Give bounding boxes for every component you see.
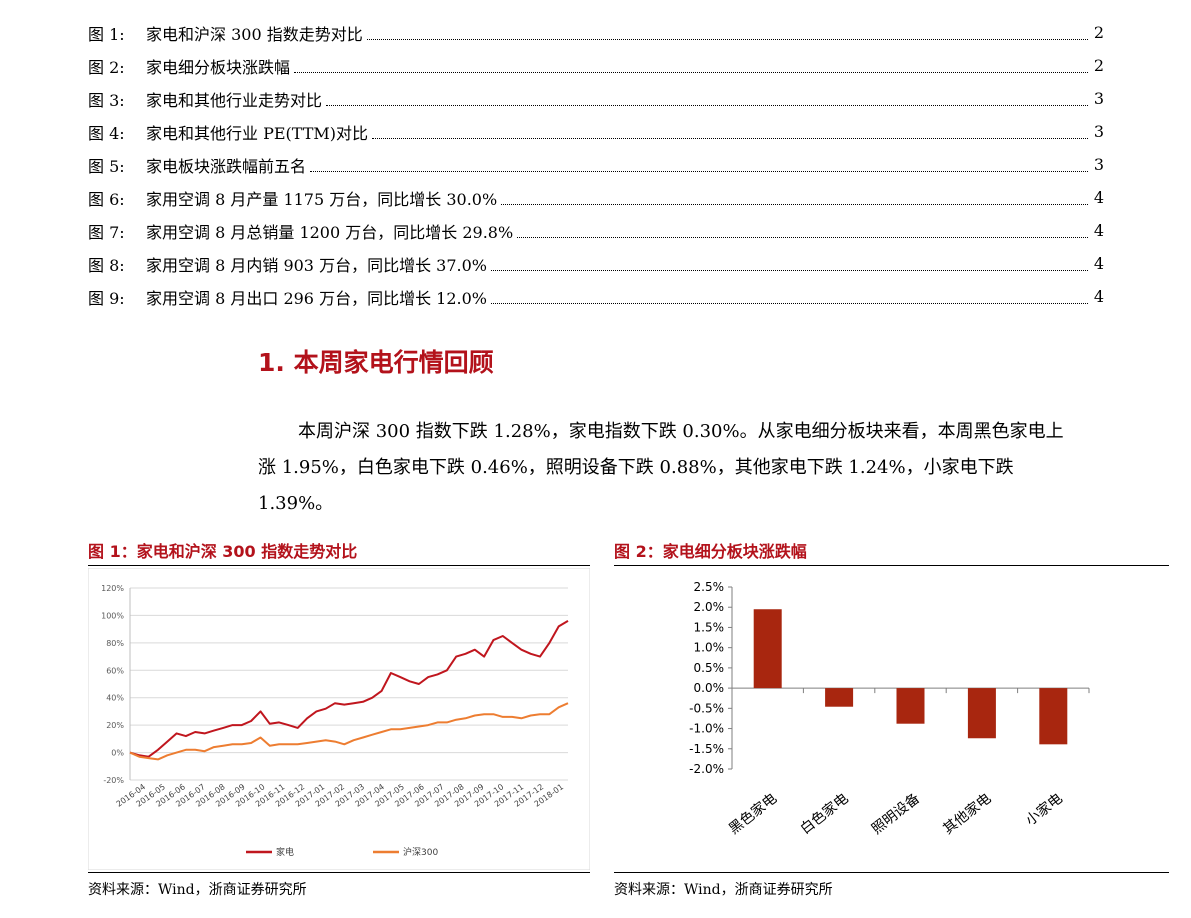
y-tick-label: 2.5% [694, 580, 725, 594]
figure-number: 图 2: [88, 57, 125, 77]
page-number: 4 [1093, 287, 1104, 306]
figure-number: 图 9: [88, 288, 125, 308]
page-number: 2 [1093, 56, 1104, 75]
chart-frame [87, 567, 591, 871]
figure-number: 图 5: [88, 156, 125, 176]
y-tick-label: -1.0% [689, 722, 724, 736]
figure-list-item[interactable]: 图 8: 家用空调 8 月内销 903 万台，同比增长 37.0% 4 [88, 247, 1104, 280]
bar [753, 609, 782, 689]
y-tick-label: 60% [106, 666, 124, 675]
figure-list-item[interactable]: 图 1: 家电和沪深 300 指数走势对比 2 [88, 16, 1104, 49]
page-number: 4 [1093, 254, 1104, 273]
leader-dots [490, 269, 1088, 271]
figure2-top-rule [614, 565, 1169, 566]
y-tick-label: 0% [111, 749, 124, 758]
figure-list-item[interactable]: 图 5: 家电板块涨跌幅前五名 3 [88, 148, 1104, 181]
figure-number: 图 1: [88, 24, 125, 44]
legend-label: 家电 [276, 846, 294, 858]
leader-dots [366, 38, 1088, 40]
y-tick-label: 2.0% [694, 600, 725, 614]
line-chart-svg: 120%100%80%60%40%20%0%-20%2016-042016-05… [87, 567, 591, 871]
line-chart: 120% 100% 80% 60% 40% 20% 0% -20% 2016-04 2016-05… [87, 567, 591, 871]
page-number: 3 [1093, 155, 1104, 174]
bar [967, 688, 996, 739]
leader-dots [501, 203, 1088, 205]
page-number: 2 [1093, 23, 1104, 42]
figure-title: 家用空调 8 月总销量 1200 万台，同比增长 29.8% [146, 222, 514, 242]
figure1-bottom-rule [88, 872, 590, 873]
figure-title: 家用空调 8 月产量 1175 万台，同比增长 30.0% [146, 189, 498, 209]
y-tick-label: -0.5% [689, 701, 724, 715]
page-number: 3 [1093, 122, 1104, 141]
leader-dots [310, 170, 1088, 172]
figure-title: 家电和沪深 300 指数走势对比 [146, 24, 363, 44]
y-tick-label: 1.0% [694, 641, 725, 655]
bar [896, 688, 925, 724]
figure-title: 家用空调 8 月出口 296 万台，同比增长 12.0% [146, 288, 487, 308]
figure-number: 图 3: [88, 90, 125, 110]
legend-label: 沪深300 [403, 846, 438, 858]
figure-list-item[interactable]: 图 9: 家用空调 8 月出口 296 万台，同比增长 12.0% 4 [88, 280, 1104, 313]
figure-number: 图 8: [88, 255, 125, 275]
page-number: 4 [1093, 221, 1104, 240]
bar [1039, 688, 1068, 745]
y-tick-label: -2.0% [689, 762, 724, 776]
y-tick-label: 40% [106, 694, 124, 703]
figure-title: 家用空调 8 月内销 903 万台，同比增长 37.0% [146, 255, 487, 275]
figure-number: 图 7: [88, 222, 125, 242]
leader-dots [372, 137, 1088, 139]
y-tick-label: 0.5% [694, 661, 725, 675]
x-tick-label: 小家电 [1022, 790, 1066, 829]
figure-number: 图 4: [88, 123, 125, 143]
leader-dots [326, 104, 1088, 106]
figure-list-item[interactable]: 图 2: 家电细分板块涨跌幅 2 [88, 49, 1104, 82]
y-tick-label: 80% [106, 639, 124, 648]
figure-title: 家电和其他行业 PE(TTM)对比 [146, 123, 369, 143]
series-line [129, 620, 569, 758]
figure1-caption: 图 1：家电和沪深 300 指数走势对比 [88, 542, 358, 561]
leader-dots [294, 71, 1088, 73]
y-tick-label: 120% [101, 584, 124, 593]
leader-dots [490, 302, 1088, 304]
figure2-bottom-rule [614, 872, 1169, 873]
figure1-source: 资料来源：Wind，浙商证券研究所 [88, 882, 307, 898]
y-tick-label: 0.0% [694, 681, 725, 695]
figure-title: 家电和其他行业走势对比 [146, 90, 323, 110]
bar [825, 688, 854, 707]
section-heading: 1. 本周家电行情回顾 [258, 348, 494, 377]
y-tick-label: -1.5% [689, 742, 724, 756]
figure2-caption: 图 2：家电细分板块涨跌幅 [614, 542, 807, 561]
y-tick-label: -20% [103, 776, 124, 785]
series-line [129, 702, 569, 761]
bar-chart-svg: 2.5% 2.0% 1.5% 1.0% 0.5% 0.0% -0.5% -1.0% -1.5% -… [689, 580, 1090, 838]
bar-chart: 2.5% 2.0% 1.5% 1.0% 0.5% 0.0% -0.5% -1.0% -1.5% -… [614, 568, 1169, 870]
figure-list-item[interactable]: 图 3: 家电和其他行业走势对比 3 [88, 82, 1104, 115]
x-tick-label: 其他家电 [940, 790, 995, 838]
page-number: 3 [1093, 89, 1104, 108]
figure-list-item[interactable]: 图 4: 家电和其他行业 PE(TTM)对比 3 [88, 115, 1104, 148]
y-tick-label: 100% [101, 611, 124, 620]
figure-title: 家电板块涨跌幅前五名 [146, 156, 307, 176]
page-number: 4 [1093, 188, 1104, 207]
section-paragraph: 本周沪深 300 指数下跌 1.28%，家电指数下跌 0.30%。从家电细分板块… [258, 421, 1064, 514]
figure-list: 图 1: 家电和沪深 300 指数走势对比 2 图 2: 家电细分板块涨跌幅 2… [88, 16, 1104, 313]
x-tick-label: 照明设备 [868, 790, 923, 838]
figure-title: 家电细分板块涨跌幅 [146, 57, 291, 77]
leader-dots [517, 236, 1088, 238]
figure-number: 图 6: [88, 189, 125, 209]
x-tick-label: 白色家电 [797, 790, 852, 838]
x-tick-label: 黑色家电 [726, 790, 781, 838]
figure-list-item[interactable]: 图 7: 家用空调 8 月总销量 1200 万台，同比增长 29.8% 4 [88, 214, 1104, 247]
figure1-top-rule [88, 565, 590, 566]
figure2-source: 资料来源：Wind，浙商证券研究所 [614, 882, 833, 898]
y-tick-label: 20% [106, 721, 124, 730]
y-tick-label: 1.5% [694, 620, 725, 634]
figure-list-item[interactable]: 图 6: 家用空调 8 月产量 1175 万台，同比增长 30.0% 4 [88, 181, 1104, 214]
